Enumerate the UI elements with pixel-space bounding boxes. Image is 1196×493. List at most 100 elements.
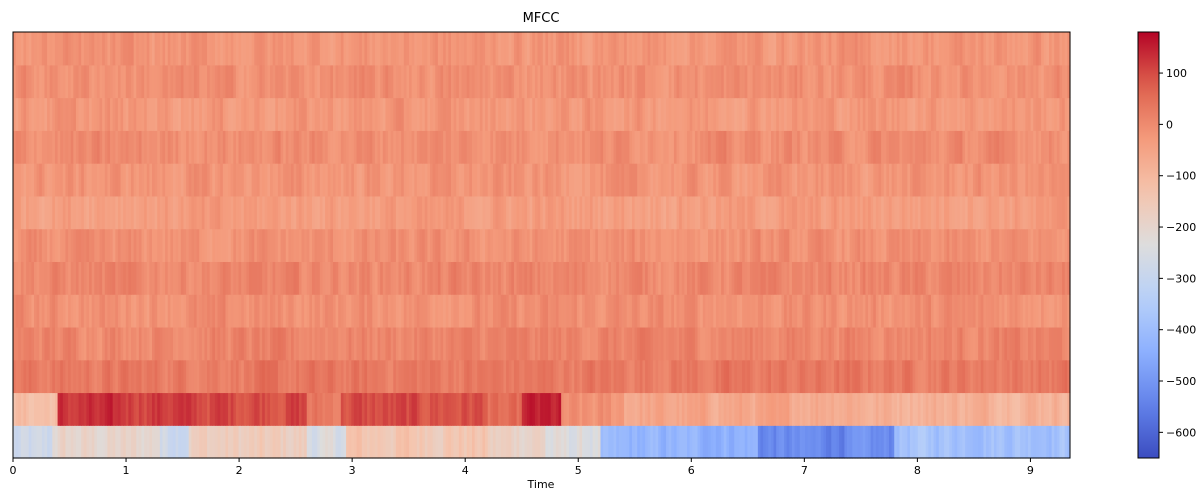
heat-cell bbox=[291, 32, 295, 66]
heat-cell bbox=[671, 195, 675, 230]
heat-cell bbox=[314, 228, 318, 262]
heat-cell bbox=[873, 163, 877, 197]
heat-cell bbox=[212, 195, 216, 230]
heat-cell bbox=[576, 163, 581, 197]
heat-cell bbox=[390, 425, 394, 459]
heat-cell bbox=[902, 425, 906, 459]
heat-cell bbox=[214, 294, 219, 328]
heat-cell bbox=[508, 130, 512, 164]
heat-cell bbox=[805, 97, 809, 131]
heat-cell bbox=[694, 294, 699, 328]
heat-cell bbox=[812, 97, 817, 131]
heat-cell bbox=[600, 163, 604, 197]
heat-cell bbox=[464, 425, 468, 459]
heat-cell bbox=[1059, 163, 1063, 197]
heat-cell bbox=[954, 97, 958, 131]
heat-cell bbox=[713, 97, 717, 131]
heat-cell bbox=[117, 32, 122, 66]
heat-cell bbox=[380, 130, 384, 164]
heat-cell bbox=[249, 294, 253, 328]
heat-cell bbox=[435, 425, 439, 459]
heat-cell bbox=[765, 392, 769, 426]
heat-cell bbox=[146, 130, 150, 164]
heat-cell bbox=[57, 359, 61, 394]
heat-cell bbox=[986, 392, 990, 426]
heat-cell bbox=[784, 326, 788, 361]
heat-cell bbox=[844, 294, 848, 328]
heat-cell bbox=[579, 392, 583, 426]
heat-cell bbox=[896, 228, 901, 262]
heat-cell bbox=[285, 326, 289, 361]
heat-cell bbox=[123, 425, 127, 459]
heat-cell bbox=[506, 97, 510, 131]
heat-cell bbox=[461, 195, 465, 230]
heat-cell bbox=[498, 425, 502, 459]
heat-cell bbox=[267, 261, 271, 295]
heat-cell bbox=[605, 359, 609, 394]
heat-cell bbox=[104, 195, 109, 230]
heat-cell bbox=[776, 294, 780, 328]
heat-cell bbox=[742, 294, 746, 328]
heat-cell bbox=[844, 392, 848, 426]
heat-cell bbox=[249, 130, 253, 164]
heat-cell bbox=[170, 359, 174, 394]
heat-cell bbox=[398, 425, 402, 459]
heat-cell bbox=[304, 261, 308, 295]
heat-cell bbox=[959, 228, 964, 262]
heat-cell bbox=[645, 195, 649, 230]
heat-cell bbox=[159, 64, 164, 99]
heat-cell bbox=[917, 425, 922, 459]
heat-cell bbox=[689, 326, 693, 361]
heat-cell bbox=[912, 359, 916, 394]
heat-cell bbox=[500, 294, 505, 328]
heat-cell bbox=[214, 97, 219, 131]
heat-cell bbox=[996, 228, 1000, 262]
heat-cell bbox=[789, 359, 793, 394]
heat-cell bbox=[1007, 130, 1011, 164]
heat-cell bbox=[613, 261, 617, 295]
heat-cell bbox=[414, 163, 418, 197]
heat-cell bbox=[655, 130, 659, 164]
heat-cell bbox=[259, 195, 263, 230]
heat-cell bbox=[605, 130, 609, 164]
heat-cell bbox=[382, 261, 387, 295]
heat-cell bbox=[385, 392, 389, 426]
heat-cell bbox=[828, 326, 832, 361]
heat-cell bbox=[327, 294, 331, 328]
heat-cell bbox=[41, 32, 46, 66]
heat-cell bbox=[31, 32, 35, 66]
heat-cell bbox=[235, 163, 240, 197]
heat-cell bbox=[749, 294, 754, 328]
heat-cell bbox=[304, 425, 308, 459]
heat-cell bbox=[571, 64, 575, 99]
heat-cell bbox=[222, 326, 227, 361]
heat-cell bbox=[524, 326, 528, 361]
heat-cell bbox=[99, 425, 103, 459]
heat-cell bbox=[78, 97, 82, 131]
heat-cell bbox=[395, 228, 400, 262]
heat-cell bbox=[888, 392, 893, 426]
heat-cell bbox=[86, 425, 90, 459]
heat-cell bbox=[684, 326, 688, 361]
heat-cell bbox=[343, 195, 347, 230]
heat-cell bbox=[144, 261, 148, 295]
heat-cell bbox=[498, 294, 502, 328]
heat-cell bbox=[311, 392, 316, 426]
heat-cell bbox=[946, 261, 950, 295]
heat-cell bbox=[807, 97, 811, 131]
heat-cell bbox=[351, 130, 355, 164]
heat-cell bbox=[304, 392, 308, 426]
heat-cell bbox=[15, 326, 19, 361]
heat-cell bbox=[319, 64, 324, 99]
heat-cell bbox=[207, 392, 211, 426]
heat-cell bbox=[445, 228, 449, 262]
heat-cell bbox=[474, 261, 478, 295]
heat-cell bbox=[115, 130, 119, 164]
heat-cell bbox=[217, 261, 221, 295]
heat-cell bbox=[330, 294, 334, 328]
heat-cell bbox=[115, 97, 119, 131]
heat-cell bbox=[566, 326, 570, 361]
heat-cell bbox=[553, 228, 557, 262]
heat-cell bbox=[991, 228, 995, 262]
heat-cell bbox=[390, 228, 394, 262]
